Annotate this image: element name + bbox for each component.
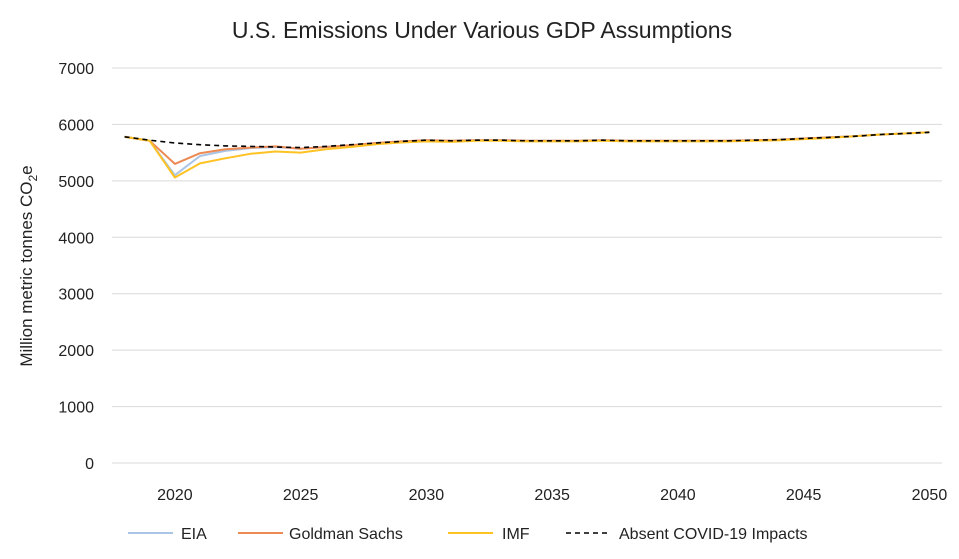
x-tick-label: 2030: [409, 487, 445, 504]
y-axis-label-main: Million metric tonnes CO: [17, 181, 36, 366]
x-tick-label: 2050: [912, 487, 948, 504]
y-tick-label: 4000: [58, 230, 94, 247]
y-tick-label: 0: [85, 456, 94, 473]
y-tick-label: 1000: [58, 400, 94, 417]
series-line-imf: [124, 131, 930, 179]
legend-label: IMF: [502, 526, 530, 543]
x-tick-label: 2035: [534, 487, 570, 504]
y-tick-label: 7000: [58, 61, 94, 78]
legend-label: Goldman Sachs: [289, 526, 403, 543]
x-tick-label: 2045: [786, 487, 822, 504]
x-tick-label: 2040: [660, 487, 696, 504]
y-tick-label: 2000: [58, 343, 94, 360]
x-tick-label: 2025: [283, 487, 319, 504]
y-tick-label: 5000: [58, 174, 94, 191]
x-tick-labels: 2020 2025 2030 2035 2040 2045 2050: [157, 487, 947, 504]
chart-title: U.S. Emissions Under Various GDP Assumpt…: [232, 17, 732, 43]
x-tick-label: 2020: [157, 487, 193, 504]
y-axis-label-subscript: 2: [26, 174, 40, 181]
y-tick-label: 6000: [58, 117, 94, 134]
y-axis-label-suffix: e: [17, 165, 36, 174]
series-lines: [124, 131, 930, 179]
gridlines: [112, 67, 942, 464]
y-axis-label: Million metric tonnes CO2e: [17, 165, 40, 366]
series-line-goldman-sachs: [124, 131, 930, 165]
legend-label: Absent COVID-19 Impacts: [619, 526, 808, 543]
legend-label: EIA: [181, 526, 207, 543]
y-tick-label: 3000: [58, 287, 94, 304]
legend: EIA Goldman Sachs IMF Absent COVID-19 Impac…: [128, 526, 808, 543]
y-tick-labels: 0 1000 2000 3000 4000 5000 6000 7000: [58, 61, 94, 473]
